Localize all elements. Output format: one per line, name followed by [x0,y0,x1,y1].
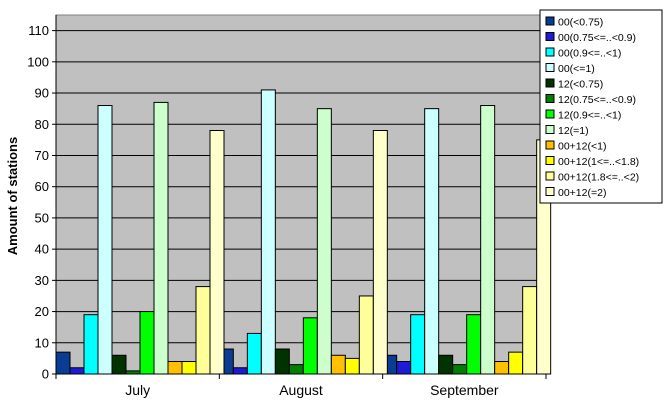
legend-swatch [545,187,555,196]
x-tick-label: July [125,382,150,398]
y-tick-label: 30 [35,273,49,288]
bar [522,286,538,375]
bar [83,314,99,375]
bar [125,370,141,375]
legend-swatch [545,156,555,165]
legend-entry: 00+12(=2) [558,187,606,199]
legend-entry: 00(0.75<=..<0.9) [558,32,636,44]
bar [209,130,225,375]
bar [97,105,113,375]
legend: 00(<0.75) 00(0.75<=..<0.9) 00(0.9<=..<1) 00… [539,9,663,204]
y-tick-label: 0 [42,367,49,382]
legend-swatch [545,140,555,150]
y-tick-label: 80 [35,117,49,132]
bar [372,130,388,375]
plot-background [55,14,547,375]
legend-swatch [545,32,555,41]
bar [167,361,183,375]
bar [358,295,374,375]
legend-swatch [545,47,555,57]
bar [508,351,524,375]
bar [181,361,197,375]
legend-entry: 00+12(1<=..<1.8) [558,156,639,168]
y-tick-label: 60 [35,179,49,194]
bar [55,351,71,375]
bar [494,361,510,375]
bar [438,354,454,375]
bar [410,314,426,375]
bar [232,367,248,375]
bar [302,317,318,375]
bar [246,332,262,375]
legend-entry: 00(0.9<=..<1) [558,48,621,60]
y-tick-label: 20 [35,304,49,319]
y-tick-label: 100 [27,54,49,69]
bar [195,286,211,375]
y-tick-label: 90 [35,86,49,101]
bar [288,364,304,375]
y-axis: 0 10 20 30 40 50 60 70 80 90 100 110 [27,15,57,382]
legend-swatch [545,171,555,181]
legend-swatch [545,78,555,88]
legend-entry: 12(<0.75) [558,79,603,91]
y-axis-label: Amount of stations [5,137,20,255]
y-tick-label: 10 [35,335,49,350]
bar [452,364,468,375]
legend-swatch [545,63,555,72]
bar [466,314,482,375]
bar [424,108,440,375]
x-axis: July August September [55,373,547,398]
legend-entry: 12(0.75<=..<0.9) [558,94,636,106]
legend-swatch [545,125,555,134]
legend-swatch [545,109,555,119]
y-tick-label: 40 [35,242,49,257]
bar [274,348,290,375]
y-tick-label: 110 [28,23,49,38]
legend-box [539,9,663,204]
bar [69,367,85,375]
legend-entry: 00(<0.75) [558,17,603,29]
y-tick-label: 70 [35,148,49,163]
bar [480,105,496,375]
plot-area [55,14,547,375]
legend-swatch [545,16,555,26]
bar [344,357,360,375]
legend-entry: 00(<=1) [558,63,595,75]
x-tick-label: August [279,382,323,398]
bar [396,361,412,375]
legend-entry: 12(0.9<=..<1) [558,110,621,122]
bar [111,354,127,375]
legend-entry: 12(=1) [558,125,589,137]
y-tick-label: 50 [35,210,49,225]
bar [330,354,346,375]
bar [316,108,332,375]
legend-entry: 00+12(<1) [558,141,606,153]
x-tick-label: September [430,382,499,398]
bar [260,89,276,375]
bar [139,311,155,375]
legend-entry: 00+12(1.8<=..<2) [558,172,639,184]
bar [153,101,169,375]
legend-swatch [545,94,555,103]
